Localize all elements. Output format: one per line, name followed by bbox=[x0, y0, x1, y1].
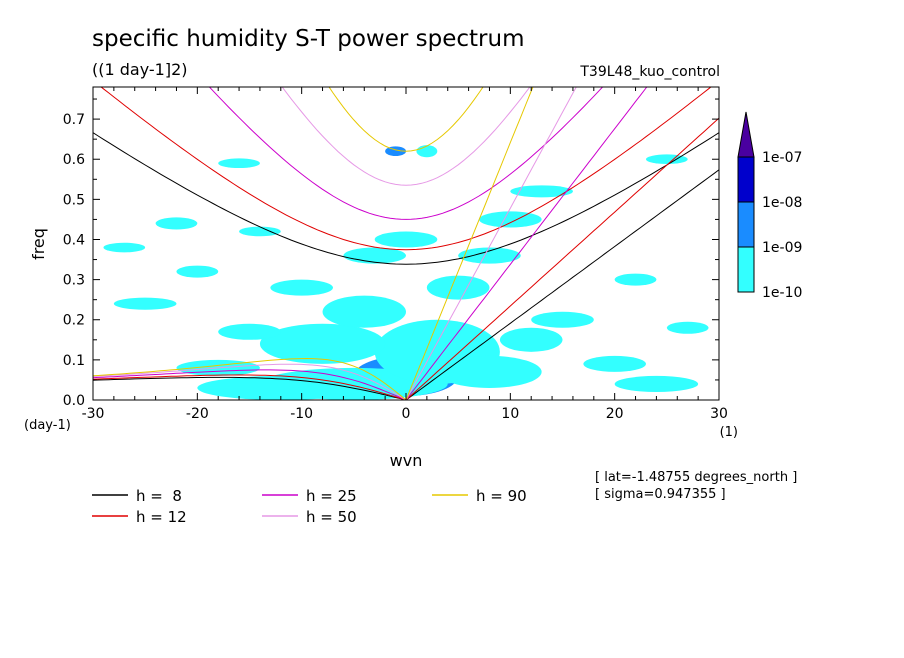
kelvin-wave-curve bbox=[405, 87, 534, 400]
spectrum-blob bbox=[103, 242, 146, 253]
kelvin-wave-curve bbox=[405, 87, 648, 400]
spectrum-blob bbox=[614, 375, 699, 392]
kelvin-wave-curve bbox=[405, 117, 719, 400]
spectrum-blob bbox=[155, 217, 198, 230]
colorbar-label: 1e-09 bbox=[762, 240, 802, 256]
run-label: T39L48_kuo_control bbox=[579, 64, 720, 80]
inertia-gravity-curve bbox=[93, 132, 719, 265]
spectrum-blob bbox=[374, 231, 438, 248]
y-tick-label: 0.6 bbox=[63, 152, 85, 168]
kelvin-wave-curve bbox=[405, 87, 577, 400]
colorbar-segment bbox=[737, 156, 755, 203]
spectrum-blob bbox=[113, 297, 177, 310]
legend-label: h = 8 bbox=[136, 487, 182, 505]
y-axis-ticks: 0.0 0.1 0.2 0.3 0.4 0.5 0.6 0.7 bbox=[63, 98, 719, 409]
colorbar-label: 1e-08 bbox=[762, 195, 802, 211]
x-axis-unit: (1) bbox=[720, 425, 738, 440]
x-tick-label: -30 bbox=[82, 406, 105, 422]
spectrum-blob bbox=[259, 323, 386, 364]
y-tick-label: 0.5 bbox=[63, 192, 85, 208]
y-tick-label: 0.7 bbox=[63, 112, 85, 128]
colorbar-extend-arrow bbox=[737, 111, 755, 158]
spectrum-blob bbox=[614, 273, 657, 286]
sigma-info: [ sigma=0.947355 ] bbox=[595, 487, 726, 502]
latitude-info: [ lat=-1.48755 degrees_north ] bbox=[595, 470, 797, 485]
rossby-wave-curve bbox=[93, 369, 407, 400]
x-axis-label: wvn bbox=[390, 451, 423, 470]
y-axis-unit: (day-1) bbox=[24, 418, 71, 433]
spectrum-contours bbox=[103, 145, 709, 400]
legend-label: h = 50 bbox=[306, 508, 357, 526]
dispersion-curves bbox=[93, 87, 719, 400]
x-tick-label: 20 bbox=[606, 406, 624, 422]
spectrum-blob bbox=[531, 311, 594, 328]
inertia-gravity-curve bbox=[328, 87, 484, 152]
spectrum-blob bbox=[416, 145, 438, 158]
spectrum-blob bbox=[458, 247, 521, 264]
colorbar-segment bbox=[737, 201, 755, 248]
spectrum-blob bbox=[437, 355, 542, 388]
rossby-wave-curve bbox=[93, 374, 407, 400]
spectrum-blob bbox=[218, 158, 260, 169]
kelvin-wave-curve bbox=[405, 169, 719, 400]
colorbar-label: 1e-07 bbox=[762, 150, 802, 166]
rossby-wave-curve bbox=[93, 376, 407, 400]
spectrum-blob bbox=[218, 323, 281, 340]
rossby-wave-curve bbox=[93, 357, 407, 400]
chart-subtitle: ((1 day-1]2) bbox=[92, 60, 188, 79]
spectrum-blob bbox=[426, 275, 490, 300]
spectrum-blob bbox=[583, 355, 646, 372]
spectrum-blob bbox=[666, 321, 709, 334]
y-tick-label: 0.0 bbox=[63, 393, 85, 409]
colorbar: 1e-10 1e-09 1e-08 1e-07 bbox=[737, 111, 802, 301]
x-tick-label: -20 bbox=[186, 406, 209, 422]
x-axis-ticks: -30 -20 -10 0 10 20 30 bbox=[82, 87, 728, 422]
spectrum-blob bbox=[479, 211, 542, 228]
legend-label: h = 12 bbox=[136, 508, 187, 526]
y-tick-label: 0.4 bbox=[63, 232, 85, 248]
colorbar-segment bbox=[737, 246, 755, 293]
x-tick-label: 10 bbox=[501, 406, 519, 422]
colorbar-label: 1e-10 bbox=[762, 285, 802, 301]
y-tick-label: 0.3 bbox=[63, 273, 85, 289]
spectrum-blob bbox=[239, 226, 281, 237]
spectrum-blob bbox=[322, 295, 406, 328]
x-tick-label: 0 bbox=[402, 406, 411, 422]
rossby-wave-curve bbox=[93, 363, 407, 400]
inertia-gravity-curve bbox=[100, 87, 712, 251]
chart-title: specific humidity S-T power spectrum bbox=[92, 26, 524, 52]
x-tick-label: 30 bbox=[710, 406, 728, 422]
spectrum-blob bbox=[270, 279, 333, 296]
legend: h = 8 h = 12 h = 25 h = 50 h = 90 bbox=[92, 487, 527, 526]
spectrum-blob bbox=[645, 154, 688, 165]
spectrum-blob bbox=[499, 327, 563, 352]
legend-label: h = 90 bbox=[476, 487, 527, 505]
inertia-gravity-curve bbox=[281, 87, 531, 186]
x-tick-label: -10 bbox=[290, 406, 313, 422]
spectrum-blob bbox=[197, 375, 365, 400]
y-tick-label: 0.2 bbox=[63, 313, 85, 329]
inertia-gravity-curve bbox=[208, 87, 604, 220]
y-axis-label: freq bbox=[29, 228, 48, 260]
y-tick-label: 0.1 bbox=[63, 353, 85, 369]
spectrum-blob bbox=[510, 185, 573, 198]
spectrum-blob bbox=[176, 265, 219, 278]
legend-label: h = 25 bbox=[306, 487, 357, 505]
